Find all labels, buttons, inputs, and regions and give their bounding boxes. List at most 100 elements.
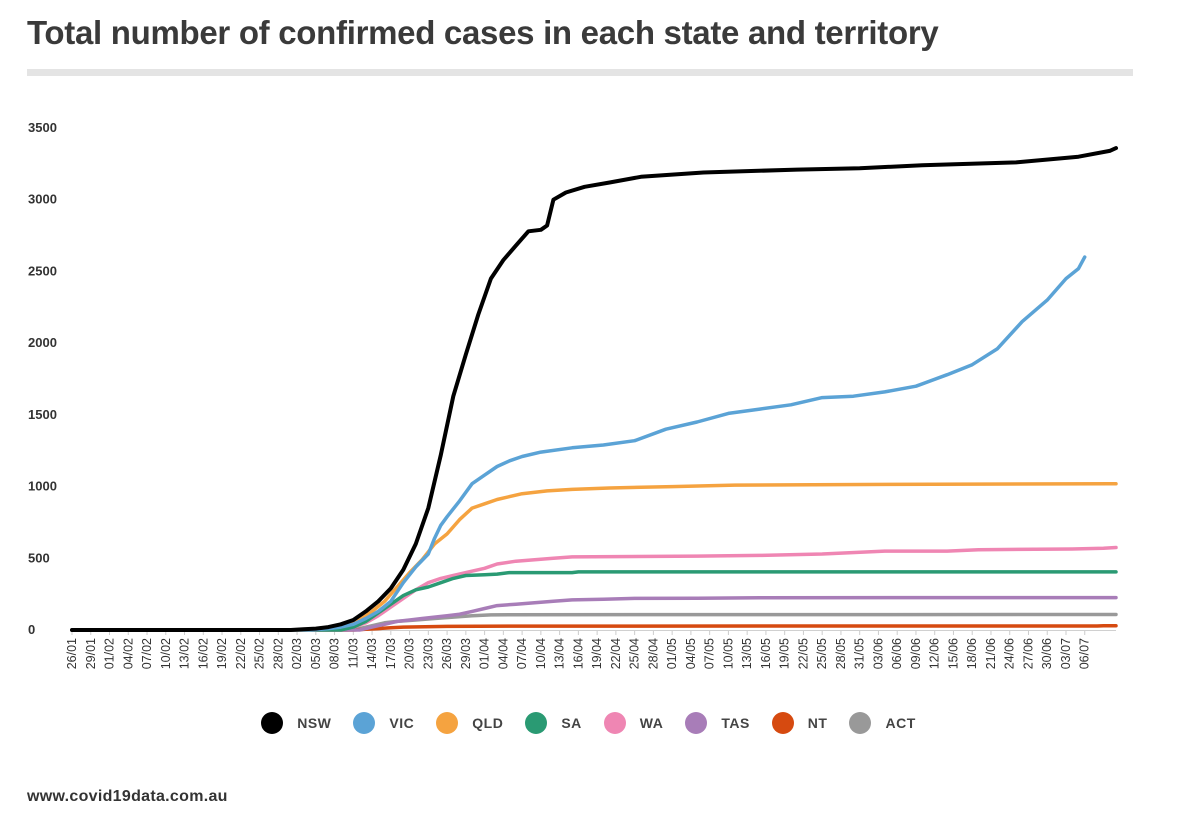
x-tick-label: 03/07 [1059, 638, 1073, 669]
legend-swatch [771, 712, 794, 734]
x-tick-label: 18/06 [965, 638, 979, 669]
x-tick-label: 27/06 [1021, 638, 1035, 669]
series-line-qld [70, 481, 1118, 632]
x-tick-label: 13/04 [553, 638, 567, 669]
legend: NSW VIC QLD SA WA TAS NT ACT [0, 712, 1177, 734]
legend-label: ACT [885, 715, 916, 731]
legend-label: NT [807, 715, 828, 731]
y-tick-label: 500 [28, 550, 50, 565]
x-tick-label: 10/05 [721, 638, 735, 669]
series-line-vic [70, 255, 1087, 632]
legend-swatch [353, 712, 376, 734]
x-tick-label: 19/02 [215, 638, 229, 669]
x-tick-label: 06/07 [1078, 638, 1092, 669]
series-line-nsw [70, 146, 1118, 632]
x-tick-label: 22/02 [234, 638, 248, 669]
x-tick-label: 30/06 [1040, 638, 1054, 669]
legend-label: VIC [389, 715, 415, 731]
x-tick-label: 10/02 [159, 638, 173, 669]
x-tick-label: 10/04 [534, 638, 548, 669]
y-tick-label: 0 [28, 622, 35, 637]
x-tick-label: 14/03 [365, 638, 379, 669]
x-tick-label: 04/02 [121, 638, 135, 669]
legend-label: QLD [472, 715, 504, 731]
y-tick-label: 1000 [28, 479, 57, 494]
x-tick-label: 07/05 [703, 638, 717, 669]
legend-swatch [603, 712, 626, 734]
x-tick-label: 07/02 [140, 638, 154, 669]
legend-label: NSW [297, 715, 332, 731]
legend-item-act[interactable]: ACT [849, 712, 915, 734]
x-tick-label: 11/03 [346, 638, 360, 668]
series-line-sa [70, 570, 1118, 632]
x-tick-label: 28/04 [646, 638, 660, 669]
series-line-tas [70, 595, 1118, 632]
x-tick-label: 28/02 [271, 638, 285, 669]
source-url: www.covid19data.com.au [27, 788, 228, 805]
x-tick-label: 29/01 [84, 638, 98, 669]
x-tick-label: 04/04 [496, 638, 510, 669]
x-tick-label: 23/03 [421, 638, 435, 669]
x-tick-label: 17/03 [384, 638, 398, 669]
x-tick-label: 03/06 [871, 638, 885, 669]
x-tick-label: 31/05 [853, 638, 867, 669]
x-tick-label: 19/05 [778, 638, 792, 669]
x-tick-label: 25/05 [815, 638, 829, 669]
y-tick-label: 2000 [28, 335, 57, 350]
y-tick-label: 2500 [28, 263, 57, 278]
x-tick-label: 19/04 [590, 638, 604, 669]
x-tick-label: 22/04 [609, 638, 623, 669]
y-tick-label: 1500 [28, 407, 57, 422]
x-tick-label: 22/05 [796, 638, 810, 669]
x-tick-label: 12/06 [928, 638, 942, 669]
legend-item-tas[interactable]: TAS [685, 712, 749, 734]
series-line-wa [70, 545, 1118, 632]
series-lines [70, 146, 1118, 632]
legend-swatch [685, 712, 708, 734]
x-tick-label: 13/05 [740, 638, 754, 669]
legend-item-nt[interactable]: NT [771, 712, 828, 734]
x-tick-label: 16/02 [196, 638, 210, 669]
x-tick-label: 24/06 [1003, 638, 1017, 669]
x-tick-label: 21/06 [984, 638, 998, 669]
x-tick-label: 16/04 [571, 638, 585, 669]
legend-item-qld[interactable]: QLD [436, 712, 503, 734]
title-divider [27, 69, 1133, 76]
x-tick-label: 02/03 [290, 638, 304, 669]
legend-swatch [436, 712, 459, 734]
x-tick-label: 01/05 [665, 638, 679, 669]
legend-label: TAS [721, 715, 750, 731]
x-tick-label: 25/04 [628, 638, 642, 669]
chart-title: Total number of confirmed cases in each … [27, 14, 939, 51]
x-tick-label: 26/01 [65, 638, 79, 669]
legend-item-vic[interactable]: VIC [353, 712, 414, 734]
legend-item-nsw[interactable]: NSW [261, 712, 331, 734]
x-tick-label: 01/04 [478, 638, 492, 669]
x-tick-label: 06/06 [890, 638, 904, 669]
x-tick-label: 07/04 [515, 638, 529, 669]
legend-label: SA [561, 715, 582, 731]
y-axis-ticks: 0 500 1000 1500 2000 2500 3000 3500 [28, 120, 57, 637]
x-tick-label: 26/03 [440, 638, 454, 669]
x-tick-label: 29/03 [459, 638, 473, 669]
legend-swatch [261, 712, 284, 734]
x-tick-label: 08/03 [328, 638, 342, 669]
x-tick-label: 20/03 [403, 638, 417, 669]
x-tick-label: 16/05 [759, 638, 773, 669]
x-tick-label: 13/02 [178, 638, 192, 669]
legend-label: WA [639, 715, 664, 731]
x-tick-label: 28/05 [834, 638, 848, 669]
y-tick-label: 3000 [28, 192, 57, 207]
legend-swatch [849, 712, 872, 734]
x-tick-label: 25/02 [253, 638, 267, 669]
legend-item-wa[interactable]: WA [603, 712, 664, 734]
x-tick-label: 15/06 [946, 638, 960, 669]
legend-item-sa[interactable]: SA [525, 712, 581, 734]
x-axis-ticks: 26/01 29/01 01/02 04/02 07/02 10/02 13/02 16/02… [65, 630, 1092, 669]
x-tick-label: 04/05 [684, 638, 698, 669]
x-tick-label: 05/03 [309, 638, 323, 669]
x-tick-label: 01/02 [103, 638, 117, 669]
y-tick-label: 3500 [28, 120, 57, 135]
x-tick-label: 09/06 [909, 638, 923, 669]
